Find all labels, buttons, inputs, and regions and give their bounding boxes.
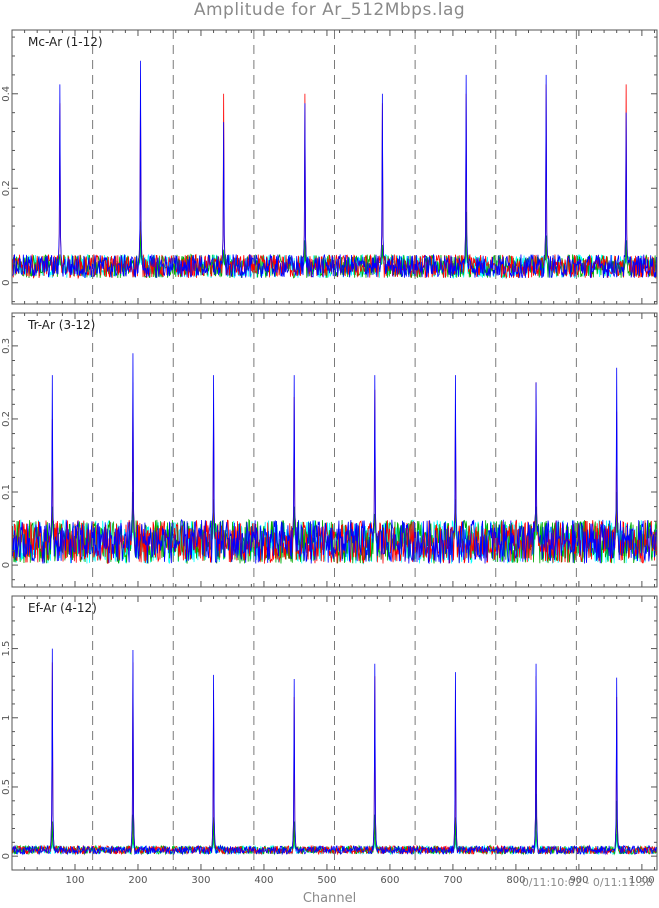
x-axis-label: Channel bbox=[302, 891, 357, 906]
y-tick-label: 0.2 bbox=[1, 180, 12, 196]
panel-frame bbox=[11, 29, 658, 305]
y-tick-label: 0.1 bbox=[1, 484, 12, 500]
time-range-label: 0/11:10:02 - 0/11:11:58 bbox=[521, 876, 653, 889]
panel-2: 0 0.1 0.2 0.3 Tr-Ar (3-12) bbox=[1, 312, 658, 588]
y-tick-label: 0.3 bbox=[1, 338, 12, 354]
y-tick-label: 1 bbox=[1, 715, 12, 721]
y-tick-label: 0 bbox=[1, 562, 12, 568]
x-tick-label: 700 bbox=[443, 875, 462, 886]
x-tick-label: 600 bbox=[380, 875, 399, 886]
panel-frame bbox=[11, 595, 658, 871]
x-tick-label: 400 bbox=[254, 875, 273, 886]
y-tick-label: 0 bbox=[1, 280, 12, 286]
x-tick-label: 800 bbox=[506, 875, 525, 886]
panel-title: Tr-Ar (3-12) bbox=[27, 318, 95, 332]
y-tick-label: 0.4 bbox=[1, 86, 12, 102]
y-tick-label: 0.2 bbox=[1, 411, 12, 427]
series-line-1 bbox=[12, 648, 657, 856]
x-tick-label: 500 bbox=[317, 875, 336, 886]
x-tick-label: 1000 bbox=[629, 875, 654, 886]
panel-frame bbox=[11, 312, 658, 588]
panel-3: 0 0.5 1 1.5 Ef-Ar (4-12) 100 200 300 400 500 600 70… bbox=[1, 595, 658, 886]
series-group bbox=[12, 353, 657, 565]
panel-1: 0 0.2 0.4 Mc-Ar (1-12) bbox=[1, 29, 658, 305]
x-tick-label: 100 bbox=[65, 875, 84, 886]
x-tick-label: 300 bbox=[191, 875, 210, 886]
x-tick-label: 900 bbox=[569, 875, 588, 886]
panel-title: Mc-Ar (1-12) bbox=[28, 35, 103, 49]
chart-title: Amplitude for Ar_512Mbps.lag bbox=[193, 0, 466, 20]
y-tick-label: 0 bbox=[1, 853, 12, 859]
series-line-1 bbox=[12, 353, 657, 565]
panel-title: Ef-Ar (4-12) bbox=[28, 601, 97, 615]
y-tick-label: 0.5 bbox=[1, 779, 12, 795]
x-tick-label: 200 bbox=[128, 875, 147, 886]
y-tick-label: 1.5 bbox=[1, 641, 12, 657]
